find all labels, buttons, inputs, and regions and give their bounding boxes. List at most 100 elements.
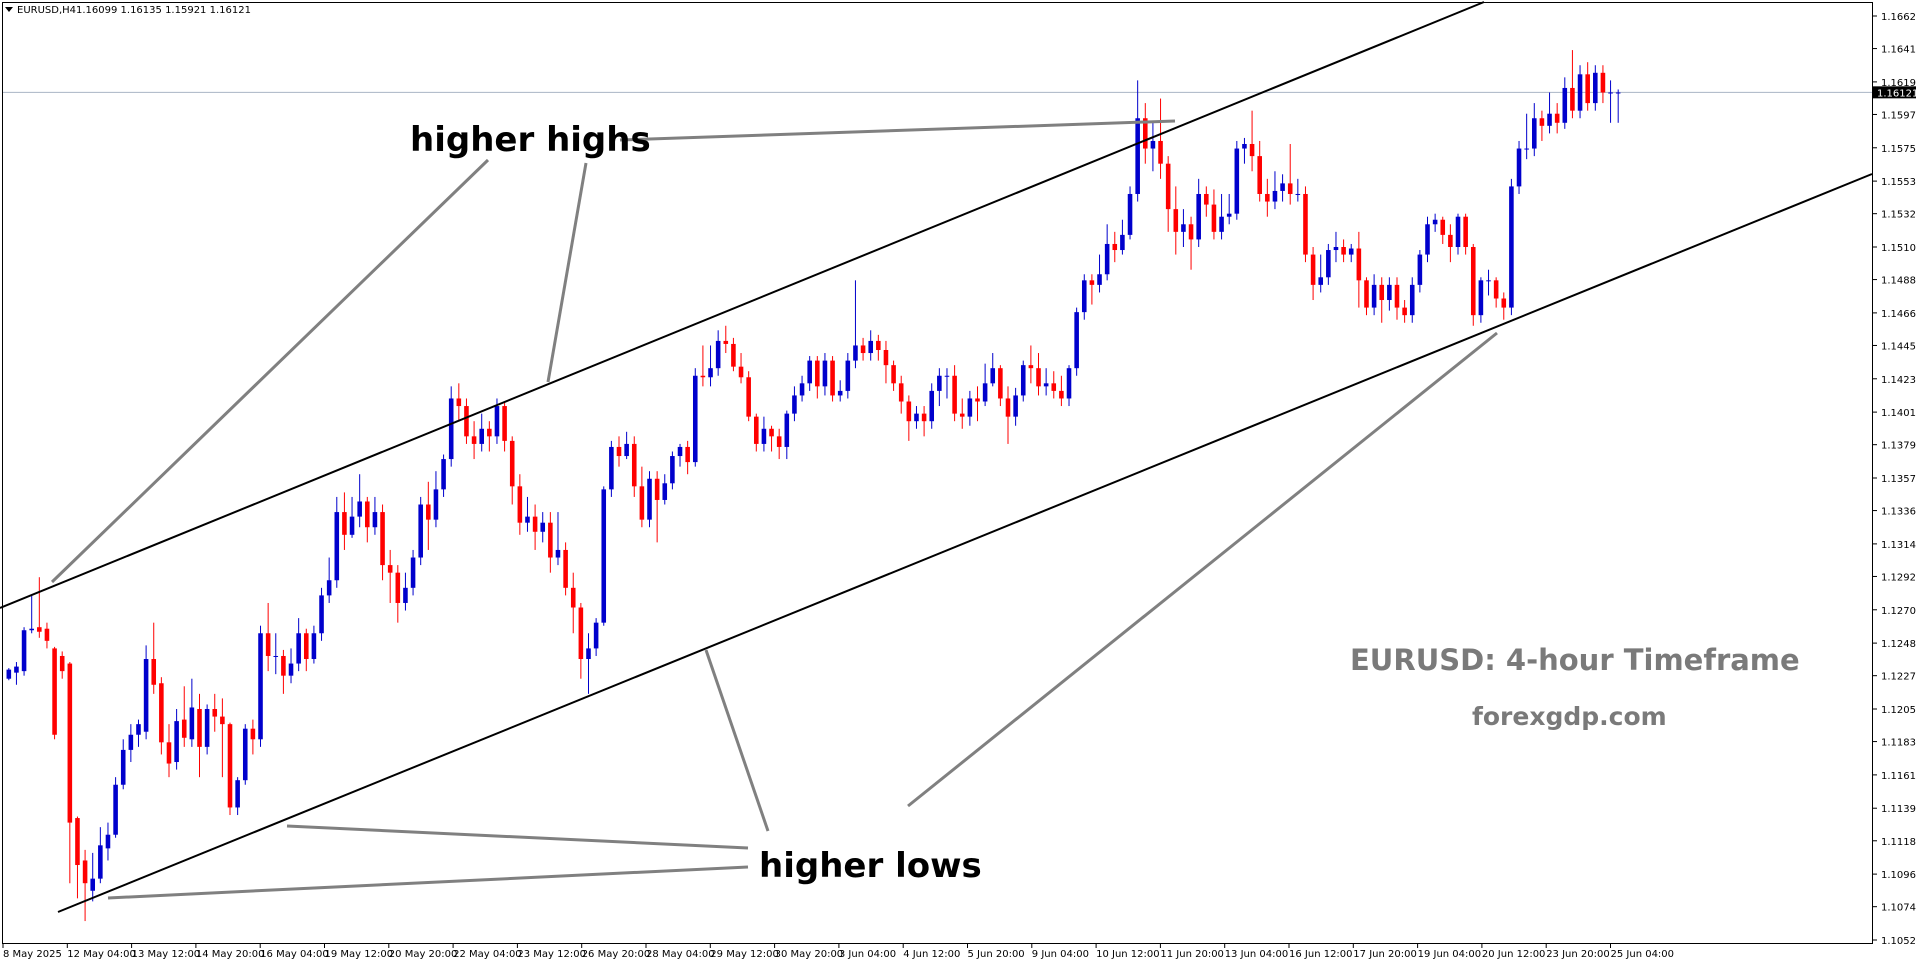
candle <box>631 436 637 497</box>
candle-body <box>441 459 446 490</box>
candle <box>1196 178 1201 247</box>
candle-body <box>563 549 568 588</box>
candle <box>998 365 1003 407</box>
chart-menu-triangle-icon[interactable] <box>5 7 13 12</box>
time-tick-label: 16 May 04:00 <box>260 949 329 960</box>
time-tick-label: 11 Jun 20:00 <box>1160 949 1224 960</box>
candle <box>14 662 19 685</box>
candle-body <box>334 512 340 581</box>
candle <box>1547 92 1552 134</box>
candle-body <box>830 360 835 396</box>
candle-body <box>189 707 195 740</box>
time-tick-label: 22 May 04:00 <box>453 949 522 960</box>
price-tick-label: 1.13575 <box>1881 474 1916 485</box>
candle-body <box>692 375 698 463</box>
candle-body <box>357 501 362 517</box>
candle-body <box>761 428 767 444</box>
candle-body <box>616 446 622 457</box>
candle <box>204 704 210 755</box>
candle <box>197 693 202 778</box>
higher-lows-pointers <box>107 331 1498 900</box>
candle <box>1303 186 1308 263</box>
candle-body <box>860 345 866 354</box>
candle <box>242 724 248 785</box>
candle-body <box>380 512 385 566</box>
time-tick-label: 19 Jun 04:00 <box>1418 949 1482 960</box>
candle <box>128 724 134 763</box>
candle-body <box>181 719 187 738</box>
candle-body <box>1524 148 1529 150</box>
time-tick-label: 8 May 2025 <box>3 949 62 960</box>
candle <box>105 822 111 861</box>
higher-lows-pointer-2 <box>286 824 749 850</box>
candle <box>1295 178 1301 202</box>
candle-body <box>1409 284 1415 316</box>
price-tick-label: 1.12050 <box>1881 705 1916 716</box>
candle-body <box>807 360 812 384</box>
candle <box>1066 365 1072 407</box>
candle-body <box>685 446 690 463</box>
candle <box>1493 277 1499 308</box>
candle <box>1158 98 1163 179</box>
candle <box>937 368 942 407</box>
price-tick-label: 1.12925 <box>1881 572 1916 583</box>
price-tick-label: 1.15975 <box>1881 110 1916 121</box>
candle-body <box>570 587 576 608</box>
higher-highs-pointer-2 <box>546 162 588 383</box>
candle <box>1440 216 1446 244</box>
candle-body <box>906 401 912 422</box>
candle-body <box>258 633 263 740</box>
candle <box>334 496 340 588</box>
candle <box>471 421 477 460</box>
candle <box>1585 62 1590 111</box>
candle-body <box>159 683 164 743</box>
candle <box>990 353 996 387</box>
candle <box>1333 231 1339 263</box>
candle <box>319 587 324 641</box>
time-tick-label: 4 Jun 12:00 <box>903 949 960 960</box>
candle-body <box>746 377 751 417</box>
price-tick-label: 1.13360 <box>1881 507 1916 518</box>
candle <box>281 649 286 694</box>
candle <box>944 368 950 399</box>
candle-body <box>1143 118 1148 149</box>
candle <box>959 398 965 429</box>
candle-body <box>288 663 294 676</box>
candle-body <box>998 368 1003 399</box>
candle <box>1165 156 1171 232</box>
candle-body <box>509 440 515 487</box>
candle-body <box>1120 234 1125 251</box>
candle <box>174 709 179 770</box>
candle <box>67 662 73 884</box>
candle-body <box>1417 254 1423 285</box>
candle-body <box>151 659 157 685</box>
candle <box>822 353 828 396</box>
candle <box>1470 243 1476 326</box>
candle <box>921 406 927 437</box>
candle-body <box>14 666 19 673</box>
candle <box>159 677 164 755</box>
candle <box>1600 65 1606 104</box>
current-price-box <box>1873 86 1916 99</box>
candle <box>1051 371 1057 399</box>
candle <box>1020 360 1026 402</box>
candle <box>769 425 774 452</box>
candle-body <box>1318 277 1324 285</box>
time-tick-label: 12 May 04:00 <box>67 949 136 960</box>
candle <box>975 386 980 422</box>
candle-body <box>822 360 828 387</box>
upper-channel-line <box>0 1 1485 609</box>
candle-body <box>75 818 80 866</box>
candle-body <box>578 607 584 660</box>
candle-body <box>540 522 546 532</box>
candle-body <box>799 383 805 396</box>
candle <box>746 371 751 422</box>
candle <box>1394 277 1400 320</box>
candle-body <box>1226 213 1232 217</box>
price-tick-label: 1.12270 <box>1881 672 1916 683</box>
candle-body <box>937 375 942 391</box>
candle <box>914 406 919 429</box>
candle-body <box>1432 219 1438 225</box>
candle <box>548 512 553 573</box>
